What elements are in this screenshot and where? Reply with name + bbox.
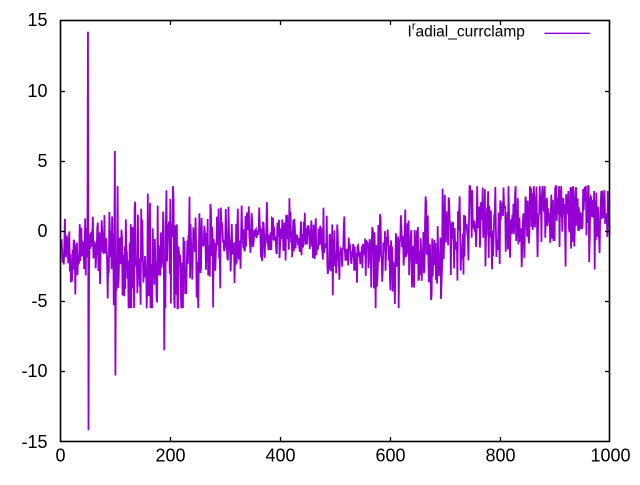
svg-text:-5: -5: [31, 291, 47, 311]
svg-text:800: 800: [485, 446, 515, 466]
svg-text:-15: -15: [21, 432, 47, 452]
svg-text:10: 10: [27, 81, 47, 101]
svg-text:0: 0: [55, 446, 65, 466]
svg-text:600: 600: [375, 446, 405, 466]
svg-text:Iradial_currclamp: Iradial_currclamp: [408, 20, 525, 40]
svg-text:1000: 1000: [590, 446, 630, 466]
svg-text:15: 15: [27, 10, 47, 30]
svg-text:5: 5: [37, 151, 47, 171]
svg-text:-10: -10: [21, 361, 47, 381]
svg-text:200: 200: [155, 446, 185, 466]
svg-text:0: 0: [37, 221, 47, 241]
svg-text:400: 400: [265, 446, 295, 466]
